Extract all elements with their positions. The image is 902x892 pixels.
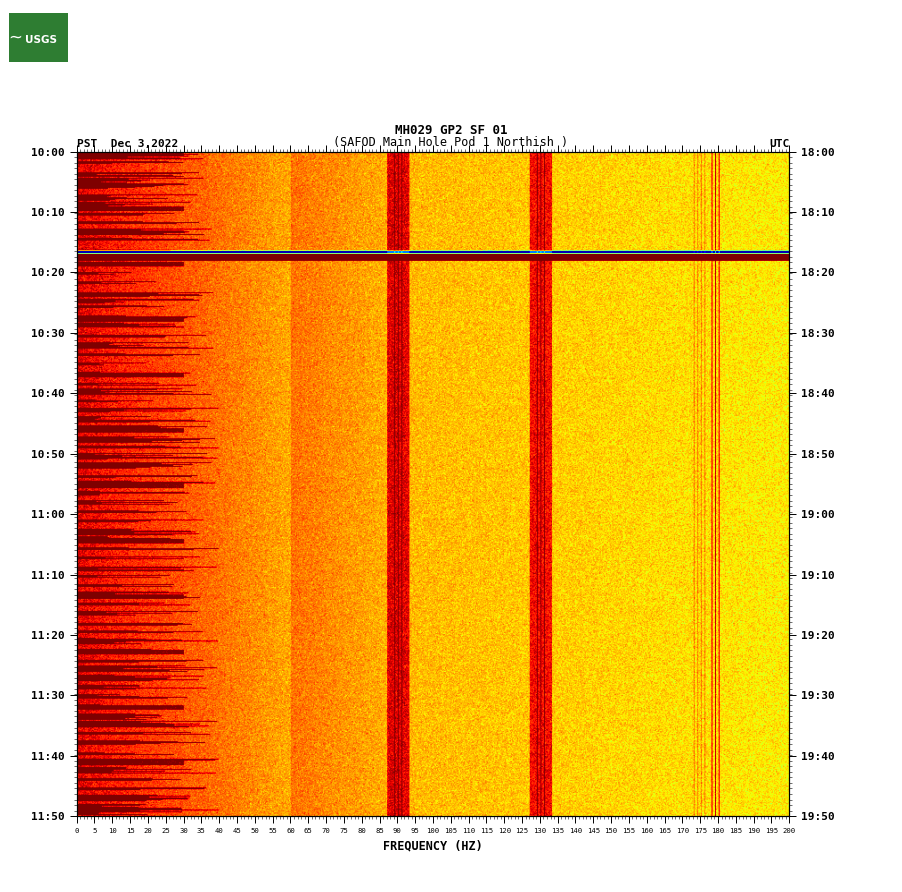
Text: (SAFOD Main Hole Pod 1 Northish ): (SAFOD Main Hole Pod 1 Northish ) [334,136,568,149]
Text: MH029 GP2 SF 01: MH029 GP2 SF 01 [395,124,507,137]
Text: ~: ~ [8,29,22,47]
Text: USGS: USGS [25,36,57,45]
Text: UTC: UTC [769,139,789,149]
X-axis label: FREQUENCY (HZ): FREQUENCY (HZ) [383,839,483,853]
Text: PST  Dec 3,2022: PST Dec 3,2022 [77,139,178,149]
